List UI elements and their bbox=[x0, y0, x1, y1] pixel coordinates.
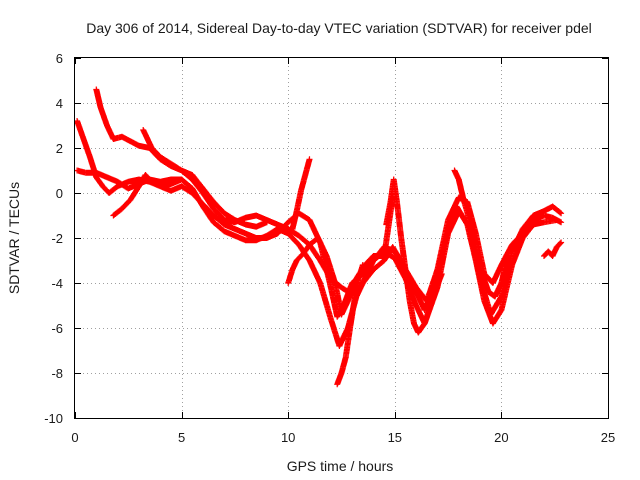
point-marker bbox=[451, 167, 511, 300]
chart-title: Day 306 of 2014, Sidereal Day-to-day VTE… bbox=[86, 20, 592, 36]
series-track-5 bbox=[140, 127, 270, 230]
series-track-7 bbox=[289, 156, 313, 232]
x-tick-label: 5 bbox=[178, 430, 185, 445]
series-track-9 bbox=[383, 176, 445, 336]
y-tick-label: 2 bbox=[56, 141, 63, 156]
data-markers bbox=[74, 86, 565, 388]
y-tick-label: -8 bbox=[51, 366, 63, 381]
series-track-4 bbox=[110, 172, 185, 219]
x-axis-label: GPS time / hours bbox=[287, 458, 394, 474]
x-tick-label: 25 bbox=[601, 430, 615, 445]
y-tick-label: 6 bbox=[56, 51, 63, 66]
point-marker bbox=[289, 156, 313, 232]
x-tick-label: 15 bbox=[388, 430, 402, 445]
series-track-11 bbox=[541, 239, 565, 259]
x-tick-label: 0 bbox=[71, 430, 78, 445]
x-tick-label: 20 bbox=[494, 430, 508, 445]
series-track-10 bbox=[451, 167, 511, 300]
point-marker bbox=[334, 262, 366, 388]
axis-ticks: 0 5 10 15 20 25 -10 -8 -6 -4 -2 0 2 4 6 bbox=[44, 51, 615, 445]
y-tick-label: -2 bbox=[51, 231, 63, 246]
y-tick-label: -10 bbox=[44, 411, 63, 426]
series-track-8 bbox=[334, 262, 366, 388]
x-tick-label: 10 bbox=[281, 430, 295, 445]
point-marker bbox=[110, 172, 185, 219]
point-marker bbox=[383, 176, 445, 336]
point-marker bbox=[140, 127, 270, 230]
point-marker bbox=[541, 239, 565, 259]
y-tick-label: -6 bbox=[51, 321, 63, 336]
y-axis-label: SDTVAR / TECUs bbox=[6, 182, 22, 294]
y-tick-label: 0 bbox=[56, 186, 63, 201]
y-tick-label: -4 bbox=[51, 276, 63, 291]
y-tick-label: 4 bbox=[56, 96, 63, 111]
plot-frame bbox=[74, 57, 609, 419]
